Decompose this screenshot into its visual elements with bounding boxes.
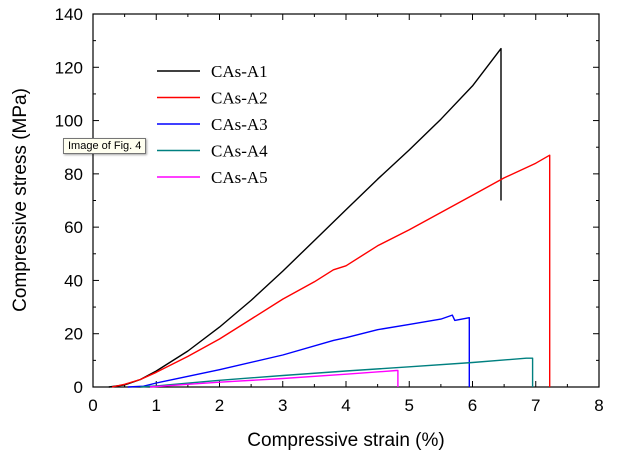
x-tick-label: 3	[278, 396, 287, 415]
x-tick-label: 0	[88, 396, 97, 415]
series-line-cas-a3	[127, 314, 470, 388]
x-tick-label: 6	[468, 396, 477, 415]
series-line-cas-a4	[140, 357, 534, 388]
y-tick-label: 20	[64, 325, 83, 344]
x-tick-label: 7	[531, 396, 540, 415]
series-line-cas-a1	[108, 47, 502, 388]
x-tick-label: 5	[405, 396, 414, 415]
series-lines	[108, 47, 551, 388]
legend-label-cas-a4: CAs-A4	[211, 142, 268, 161]
x-axis-title: Compressive strain (%)	[247, 430, 444, 451]
legend-label-cas-a3: CAs-A3	[211, 115, 268, 134]
series-line-cas-a5	[149, 369, 399, 388]
legend-label-cas-a1: CAs-A1	[211, 62, 268, 81]
series-line-cas-a2	[111, 154, 551, 388]
image-tooltip: Image of Fig. 4	[63, 138, 147, 154]
plot-frame	[92, 13, 600, 388]
y-tick-label: 100	[55, 112, 83, 131]
y-tick-label: 140	[55, 5, 83, 24]
x-tick-label: 1	[152, 396, 161, 415]
y-tick-label: 120	[55, 58, 83, 77]
x-tick-label: 2	[215, 396, 224, 415]
legend-label-cas-a2: CAs-A2	[211, 89, 268, 108]
legend-label-cas-a5: CAs-A5	[211, 168, 268, 187]
y-axis-title: Compressive stress (MPa)	[10, 88, 31, 312]
y-tick-label: 60	[64, 218, 83, 237]
x-tick-label: 8	[594, 396, 603, 415]
legend: CAs-A1 CAs-A2 CAs-A3 CAs-A4 CAs-A5	[157, 62, 268, 187]
y-tick-label: 80	[64, 165, 83, 184]
y-tick-label: 40	[64, 271, 83, 290]
x-tick-label: 4	[341, 396, 350, 415]
y-tick-label: 0	[74, 378, 83, 397]
